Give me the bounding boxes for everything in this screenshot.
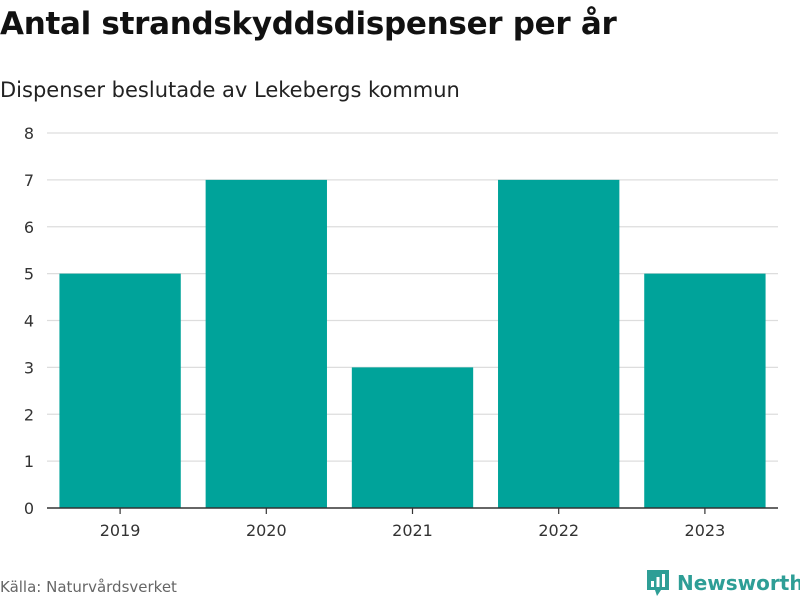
y-tick-label: 8 — [24, 124, 34, 143]
x-tick-label: 2020 — [246, 521, 287, 540]
y-tick-label: 4 — [24, 312, 34, 331]
y-tick-label: 5 — [24, 265, 34, 284]
chart-title: Antal strandskyddsdispenser per år — [0, 6, 617, 42]
x-tick-label: 2019 — [100, 521, 141, 540]
x-tick-label: 2023 — [685, 521, 726, 540]
chart-subtitle: Dispenser beslutade av Lekebergs kommun — [0, 78, 460, 102]
x-tick-label: 2022 — [538, 521, 579, 540]
bar-2020 — [205, 179, 327, 508]
y-tick-label: 3 — [24, 358, 34, 377]
y-tick-label: 2 — [24, 405, 34, 424]
source-note: Källa: Naturvårdsverket — [0, 578, 177, 596]
bar-2022 — [498, 179, 620, 508]
bar-2021 — [351, 367, 474, 508]
y-tick-label: 7 — [24, 171, 34, 190]
bar-2023 — [644, 273, 766, 508]
bar-2019 — [59, 273, 181, 508]
x-tick-label: 2021 — [392, 521, 433, 540]
newsworthy-logo: Newsworthy — [645, 568, 800, 598]
y-tick-label: 6 — [24, 218, 34, 237]
newsworthy-logo-icon — [647, 570, 669, 596]
bar-chart: 0 1 2 3 4 5 6 7 8 2019 2020 2021 2022 2023 — [24, 124, 778, 540]
y-tick-label: 0 — [24, 499, 34, 518]
y-tick-label: 1 — [24, 452, 34, 471]
brand-name: Newsworthy — [677, 571, 800, 595]
